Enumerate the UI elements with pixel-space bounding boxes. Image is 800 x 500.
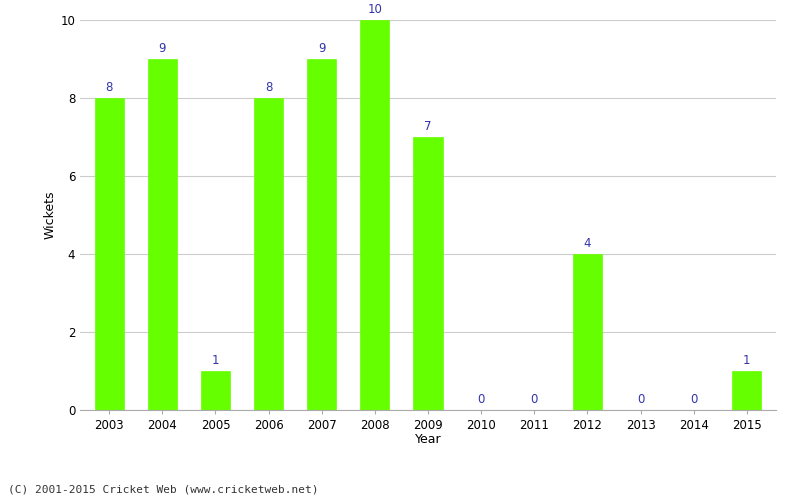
Text: 8: 8 [265,81,272,94]
Bar [254,98,283,410]
Text: 9: 9 [158,42,166,55]
Bar [94,98,124,410]
Text: 10: 10 [367,3,382,16]
Text: 0: 0 [530,393,538,406]
Bar [148,59,177,410]
Text: 8: 8 [106,81,113,94]
Bar [360,20,390,410]
Bar [414,137,442,410]
X-axis label: Year: Year [414,434,442,446]
Text: 0: 0 [690,393,698,406]
Text: 7: 7 [424,120,432,133]
Text: 4: 4 [584,237,591,250]
Text: 0: 0 [637,393,644,406]
Text: 9: 9 [318,42,326,55]
Text: (C) 2001-2015 Cricket Web (www.cricketweb.net): (C) 2001-2015 Cricket Web (www.cricketwe… [8,485,318,495]
Text: 0: 0 [478,393,485,406]
Bar [307,59,336,410]
Text: 1: 1 [212,354,219,367]
Bar [201,371,230,410]
Bar [573,254,602,410]
Y-axis label: Wickets: Wickets [43,190,56,240]
Bar [732,371,762,410]
Text: 1: 1 [743,354,750,367]
